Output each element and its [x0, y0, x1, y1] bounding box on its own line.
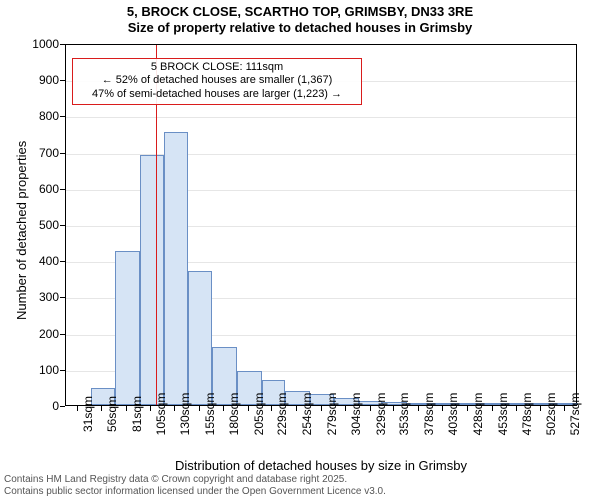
xtick-mark: [442, 406, 443, 411]
ytick-label: 0: [0, 399, 59, 413]
xtick-mark: [174, 406, 175, 411]
ytick-mark: [60, 189, 65, 190]
xtick-mark: [418, 406, 419, 411]
xtick-label: 155sqm: [203, 393, 217, 436]
ytick-mark: [60, 80, 65, 81]
xtick-mark: [271, 406, 272, 411]
xtick-label: 56sqm: [105, 396, 119, 432]
histogram-bar: [188, 271, 213, 405]
xtick-label: 229sqm: [275, 393, 289, 436]
xtick-label: 304sqm: [349, 393, 363, 436]
xtick-mark: [223, 406, 224, 411]
xtick-label: 254sqm: [300, 393, 314, 436]
ytick-label: 200: [0, 327, 59, 341]
xtick-label: 428sqm: [471, 393, 485, 436]
xtick-mark: [101, 406, 102, 411]
xtick-mark: [77, 406, 78, 411]
footer-line1: Contains HM Land Registry data © Crown c…: [4, 474, 386, 486]
ytick-mark: [60, 297, 65, 298]
ytick-label: 400: [0, 254, 59, 268]
xtick-mark: [516, 406, 517, 411]
ytick-label: 800: [0, 109, 59, 123]
ytick-label: 100: [0, 363, 59, 377]
plot-area: 5 BROCK CLOSE: 111sqm← 52% of detached h…: [65, 44, 577, 406]
xtick-label: 279sqm: [325, 393, 339, 436]
xtick-label: 453sqm: [496, 393, 510, 436]
ytick-label: 1000: [0, 37, 59, 51]
xtick-mark: [126, 406, 127, 411]
xtick-mark: [345, 406, 346, 411]
xtick-mark: [370, 406, 371, 411]
ytick-mark: [60, 44, 65, 45]
xtick-label: 180sqm: [227, 393, 241, 436]
annotation-line2: ← 52% of detached houses are smaller (1,…: [77, 74, 357, 88]
annotation-line3: 47% of semi-detached houses are larger (…: [77, 88, 357, 102]
xtick-label: 81sqm: [130, 396, 144, 432]
xtick-label: 130sqm: [178, 393, 192, 436]
xtick-label: 31sqm: [81, 396, 95, 432]
ytick-label: 600: [0, 182, 59, 196]
ytick-label: 300: [0, 290, 59, 304]
xtick-label: 478sqm: [520, 393, 534, 436]
ytick-label: 500: [0, 218, 59, 232]
xtick-label: 378sqm: [422, 393, 436, 436]
x-axis-label: Distribution of detached houses by size …: [65, 458, 577, 473]
annotation-box: 5 BROCK CLOSE: 111sqm← 52% of detached h…: [72, 58, 362, 105]
footer-attribution: Contains HM Land Registry data © Crown c…: [4, 474, 386, 498]
xtick-mark: [248, 406, 249, 411]
xtick-mark: [467, 406, 468, 411]
footer-line2: Contains public sector information licen…: [4, 486, 386, 498]
histogram-bar: [140, 155, 165, 405]
xtick-mark: [393, 406, 394, 411]
xtick-mark: [540, 406, 541, 411]
ytick-label: 700: [0, 146, 59, 160]
ytick-mark: [60, 370, 65, 371]
xtick-mark: [199, 406, 200, 411]
xtick-label: 329sqm: [374, 393, 388, 436]
xtick-mark: [564, 406, 565, 411]
title-line2: Size of property relative to detached ho…: [0, 20, 600, 36]
xtick-label: 527sqm: [568, 393, 582, 436]
xtick-label: 502sqm: [544, 393, 558, 436]
xtick-label: 205sqm: [252, 393, 266, 436]
xtick-label: 353sqm: [397, 393, 411, 436]
xtick-mark: [150, 406, 151, 411]
xtick-mark: [492, 406, 493, 411]
histogram-bar: [164, 132, 188, 405]
grid-line: [66, 117, 576, 118]
ytick-label: 900: [0, 73, 59, 87]
xtick-mark: [321, 406, 322, 411]
xtick-label: 105sqm: [154, 393, 168, 436]
ytick-mark: [60, 116, 65, 117]
chart-title: 5, BROCK CLOSE, SCARTHO TOP, GRIMSBY, DN…: [0, 0, 600, 37]
xtick-mark: [296, 406, 297, 411]
title-line1: 5, BROCK CLOSE, SCARTHO TOP, GRIMSBY, DN…: [0, 4, 600, 20]
ytick-mark: [60, 406, 65, 407]
ytick-mark: [60, 261, 65, 262]
ytick-mark: [60, 225, 65, 226]
annotation-line1: 5 BROCK CLOSE: 111sqm: [77, 61, 357, 75]
ytick-mark: [60, 334, 65, 335]
ytick-mark: [60, 153, 65, 154]
xtick-label: 403sqm: [446, 393, 460, 436]
histogram-bar: [115, 251, 140, 405]
